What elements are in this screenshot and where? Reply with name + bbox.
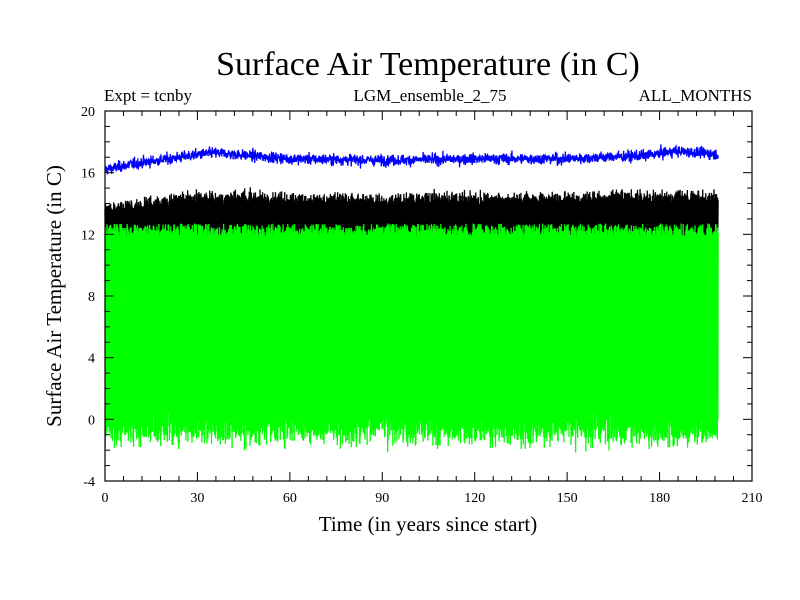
series-line-green-series <box>104 223 719 453</box>
y-tick-label: 4 <box>88 352 95 367</box>
x-tick-label: 180 <box>649 491 670 506</box>
chart-title: Surface Air Temperature (in C) <box>216 46 640 83</box>
y-tick-label: -4 <box>83 475 95 490</box>
y-tick-label: 8 <box>88 290 95 305</box>
subtitle-experiment: Expt = tcnby <box>104 86 192 105</box>
y-tick-label: 16 <box>81 167 95 182</box>
y-tick-label: 12 <box>81 228 95 243</box>
x-tick-label: 150 <box>557 491 578 506</box>
ticks-layer <box>104 110 753 482</box>
x-tick-label: 30 <box>190 491 204 506</box>
y-axis-label: Surface Air Temperature (in C) <box>42 165 66 427</box>
x-tick-label: 60 <box>283 491 297 506</box>
y-tick-label: 0 <box>88 413 95 428</box>
y-tick-label: 20 <box>81 105 95 120</box>
x-tick-label: 0 <box>102 491 109 506</box>
subtitle-months: ALL_MONTHS <box>639 86 752 105</box>
series-line-blue-series <box>104 144 719 175</box>
x-tick-label: 210 <box>742 491 763 506</box>
tick-labels-layer: 0 30 60 90 120 150 180 210 -4 0 4 8 12 16 20 <box>81 105 763 506</box>
x-tick-label: 90 <box>375 491 389 506</box>
x-tick-label: 120 <box>464 491 485 506</box>
x-axis-label: Time (in years since start) <box>319 512 538 536</box>
series-layer <box>104 144 719 453</box>
subtitle-ensemble: LGM_ensemble_2_75 <box>354 86 507 105</box>
